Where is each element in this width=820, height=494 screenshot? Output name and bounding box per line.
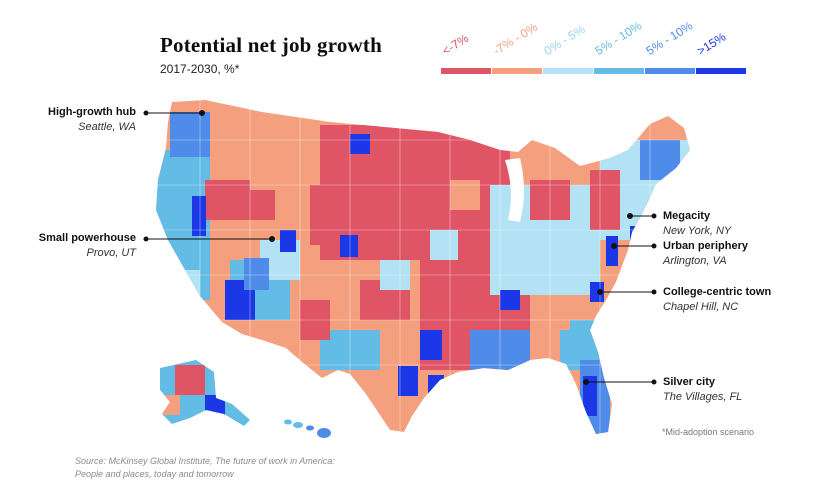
callout-place: Chapel Hill, NC <box>663 301 739 313</box>
callout-the-villages: Silver city The Villages, FL <box>663 375 742 405</box>
footnote: *Mid-adoption scenario <box>662 427 755 437</box>
hawaii <box>284 419 331 438</box>
callout-place: New York, NY <box>663 225 732 237</box>
legend-swatch <box>492 68 542 74</box>
callout-place: The Villages, FL <box>663 391 743 403</box>
legend-item-2: -7% - 0% <box>491 20 542 74</box>
legend: <-7% -7% - 0% 0% - 5% 5% - 10% 5% - 10% … <box>440 19 746 74</box>
callout-place: Provo, UT <box>86 247 136 259</box>
callout-provo: Small powerhouse Provo, UT <box>39 231 136 261</box>
callout-place: Seattle, WA <box>78 121 136 133</box>
source-line-2: People and places, today and tomorrow <box>75 469 234 479</box>
callout-arlington: Urban periphery Arlington, VA <box>663 239 748 269</box>
callout-new-york: Megacity New York, NY <box>663 209 731 239</box>
legend-item-4: 5% - 10% <box>593 19 644 74</box>
map-title: Potential net job growth <box>160 33 382 57</box>
legend-swatch <box>543 68 593 74</box>
legend-item-1: <-7% <box>440 22 491 74</box>
alaska <box>160 360 250 426</box>
callout-name: Small powerhouse <box>38 232 136 244</box>
callout-place: Arlington, VA <box>663 255 727 267</box>
legend-swatch <box>645 68 695 74</box>
legend-item-3: 0% - 5% <box>542 22 593 74</box>
legend-item-5: 5% - 10% <box>644 19 695 74</box>
callout-name: Megacity <box>663 210 711 222</box>
legend-swatch <box>441 68 491 74</box>
callout-lines <box>143 110 657 385</box>
map-subtitle: 2017-2030, %* <box>160 62 240 76</box>
callout-name: Urban periphery <box>663 240 748 252</box>
source-line-1: Source: McKinsey Global Institute, The f… <box>75 456 335 466</box>
callout-chapel-hill: College-centric town Chapel Hill, NC <box>663 285 771 315</box>
legend-item-6: >15% <box>695 22 746 74</box>
legend-swatch <box>594 68 644 74</box>
contiguous-us <box>156 100 690 434</box>
callout-seattle: High-growth hub Seattle, WA <box>48 105 136 135</box>
callout-name: High-growth hub <box>48 106 136 118</box>
callout-name: Silver city <box>663 376 715 388</box>
source-note: Source: McKinsey Global Institute, The f… <box>75 455 335 481</box>
legend-swatch <box>696 68 746 74</box>
callout-name: College-centric town <box>663 286 772 298</box>
